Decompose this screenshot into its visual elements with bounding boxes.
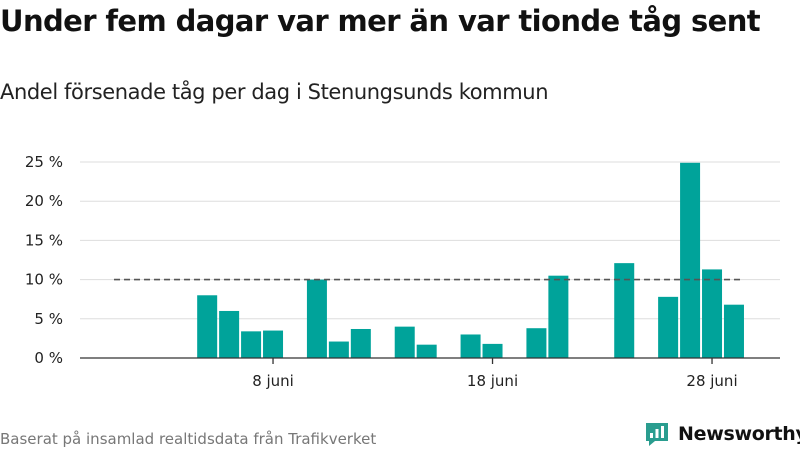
bar xyxy=(241,331,262,358)
x-tick-label: 8 juni xyxy=(252,372,294,390)
bar xyxy=(723,304,744,358)
source-footer: Baserat på insamlad realtidsdata från Tr… xyxy=(0,430,377,448)
bar xyxy=(548,275,569,358)
chart-title: Under fem dagar var mer än var tionde tå… xyxy=(0,4,761,38)
y-axis-tick-labels: 0 % 5 % 10 % 15 % 20 % 25 % xyxy=(25,153,63,367)
newsworthy-logo-icon xyxy=(646,423,668,446)
brand-logo[interactable]: Newsworthy xyxy=(644,420,800,448)
y-tick-label: 15 % xyxy=(25,231,63,249)
x-tick-label: 18 juni xyxy=(467,372,518,390)
x-tick-label: 28 juni xyxy=(686,372,737,390)
chart-subtitle: Andel försenade tåg per dag i Stenungsun… xyxy=(0,80,549,104)
bar xyxy=(416,344,437,358)
bars xyxy=(197,162,744,358)
bar xyxy=(350,328,371,358)
bar-chart: 0 % 5 % 10 % 15 % 20 % 25 % 8 juni 18 juni 28 j… xyxy=(25,153,780,390)
bar xyxy=(460,334,481,358)
bar xyxy=(328,341,349,358)
x-axis-tick-labels: 8 juni 18 juni 28 juni xyxy=(252,372,737,390)
bar xyxy=(614,263,635,358)
bar xyxy=(526,328,547,358)
brand-name: Newsworthy xyxy=(678,423,800,445)
bar xyxy=(702,269,723,358)
y-tick-label: 0 % xyxy=(34,349,63,367)
bar xyxy=(658,296,679,358)
bar xyxy=(219,310,240,358)
bar xyxy=(263,330,284,358)
y-tick-label: 10 % xyxy=(25,271,63,289)
bar xyxy=(482,343,503,358)
bar xyxy=(306,279,327,358)
y-tick-label: 20 % xyxy=(25,192,63,210)
bar xyxy=(680,162,701,358)
gridlines xyxy=(80,161,780,320)
y-tick-label: 5 % xyxy=(34,310,63,328)
x-axis xyxy=(80,357,780,364)
y-tick-label: 25 % xyxy=(25,153,63,171)
bar xyxy=(394,326,415,358)
bar xyxy=(197,295,218,358)
